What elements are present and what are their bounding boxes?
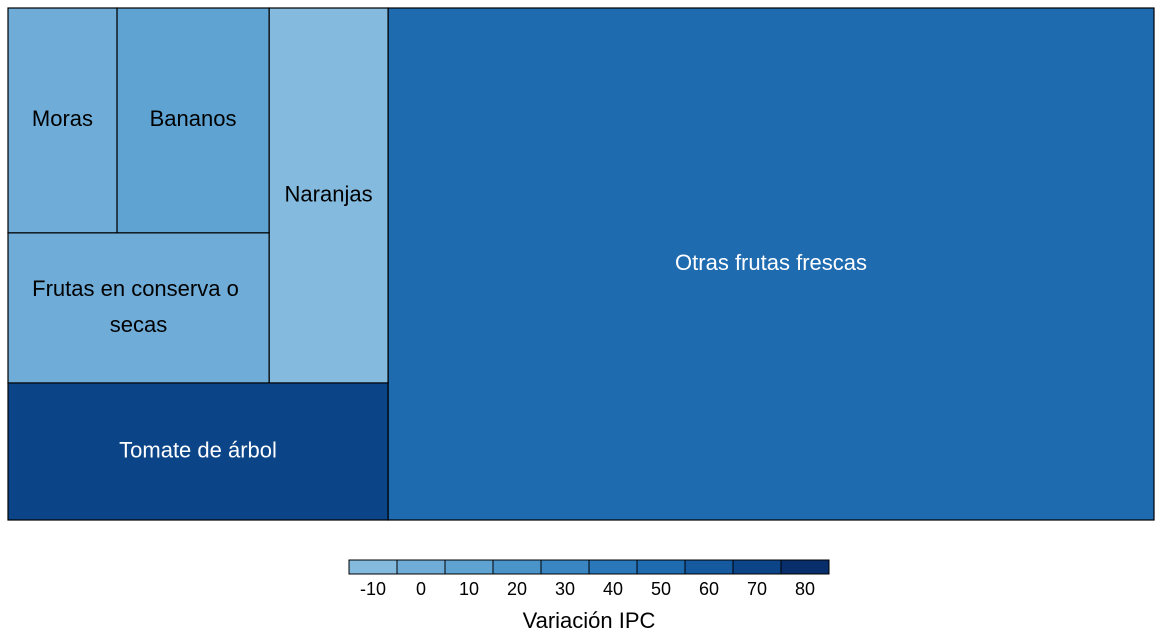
- cell-label: Frutas en conserva o secas: [32, 276, 245, 337]
- legend-tick-label: 80: [795, 579, 815, 599]
- legend-cell: [348, 559, 398, 575]
- legend-cell: [684, 559, 734, 575]
- treemap-cell: [7, 382, 389, 521]
- cell-label: Moras: [32, 106, 93, 131]
- legend-tick-label: -10: [360, 579, 386, 599]
- legend-tick-label: 70: [747, 579, 767, 599]
- legend-title: Variación IPC: [523, 608, 656, 633]
- legend-tick-label: 0: [416, 579, 426, 599]
- cell-label: Otras frutas frescas: [675, 250, 867, 275]
- legend-cell: [444, 559, 494, 575]
- cell-label: Bananos: [150, 106, 237, 131]
- legend-cell: [636, 559, 686, 575]
- legend-tick-label: 60: [699, 579, 719, 599]
- treemap-cell: [7, 232, 270, 384]
- legend-cell: [588, 559, 638, 575]
- cell-label: Tomate de árbol: [119, 437, 277, 462]
- legend-tick-label: 30: [555, 579, 575, 599]
- treemap-cell: [387, 7, 1155, 521]
- treemap-cell: [7, 7, 118, 234]
- legend-cell: [492, 559, 542, 575]
- cell-label: Naranjas: [285, 181, 373, 206]
- legend-tick-label: 20: [507, 579, 527, 599]
- legend-tick-label: 40: [603, 579, 623, 599]
- legend-cell: [540, 559, 590, 575]
- treemap-cell: [268, 7, 389, 384]
- legend-cell: [780, 559, 830, 575]
- legend-cell: [396, 559, 446, 575]
- treemap-cell: [116, 7, 270, 234]
- legend-cell: [732, 559, 782, 575]
- legend-tick-label: 10: [459, 579, 479, 599]
- legend-tick-label: 50: [651, 579, 671, 599]
